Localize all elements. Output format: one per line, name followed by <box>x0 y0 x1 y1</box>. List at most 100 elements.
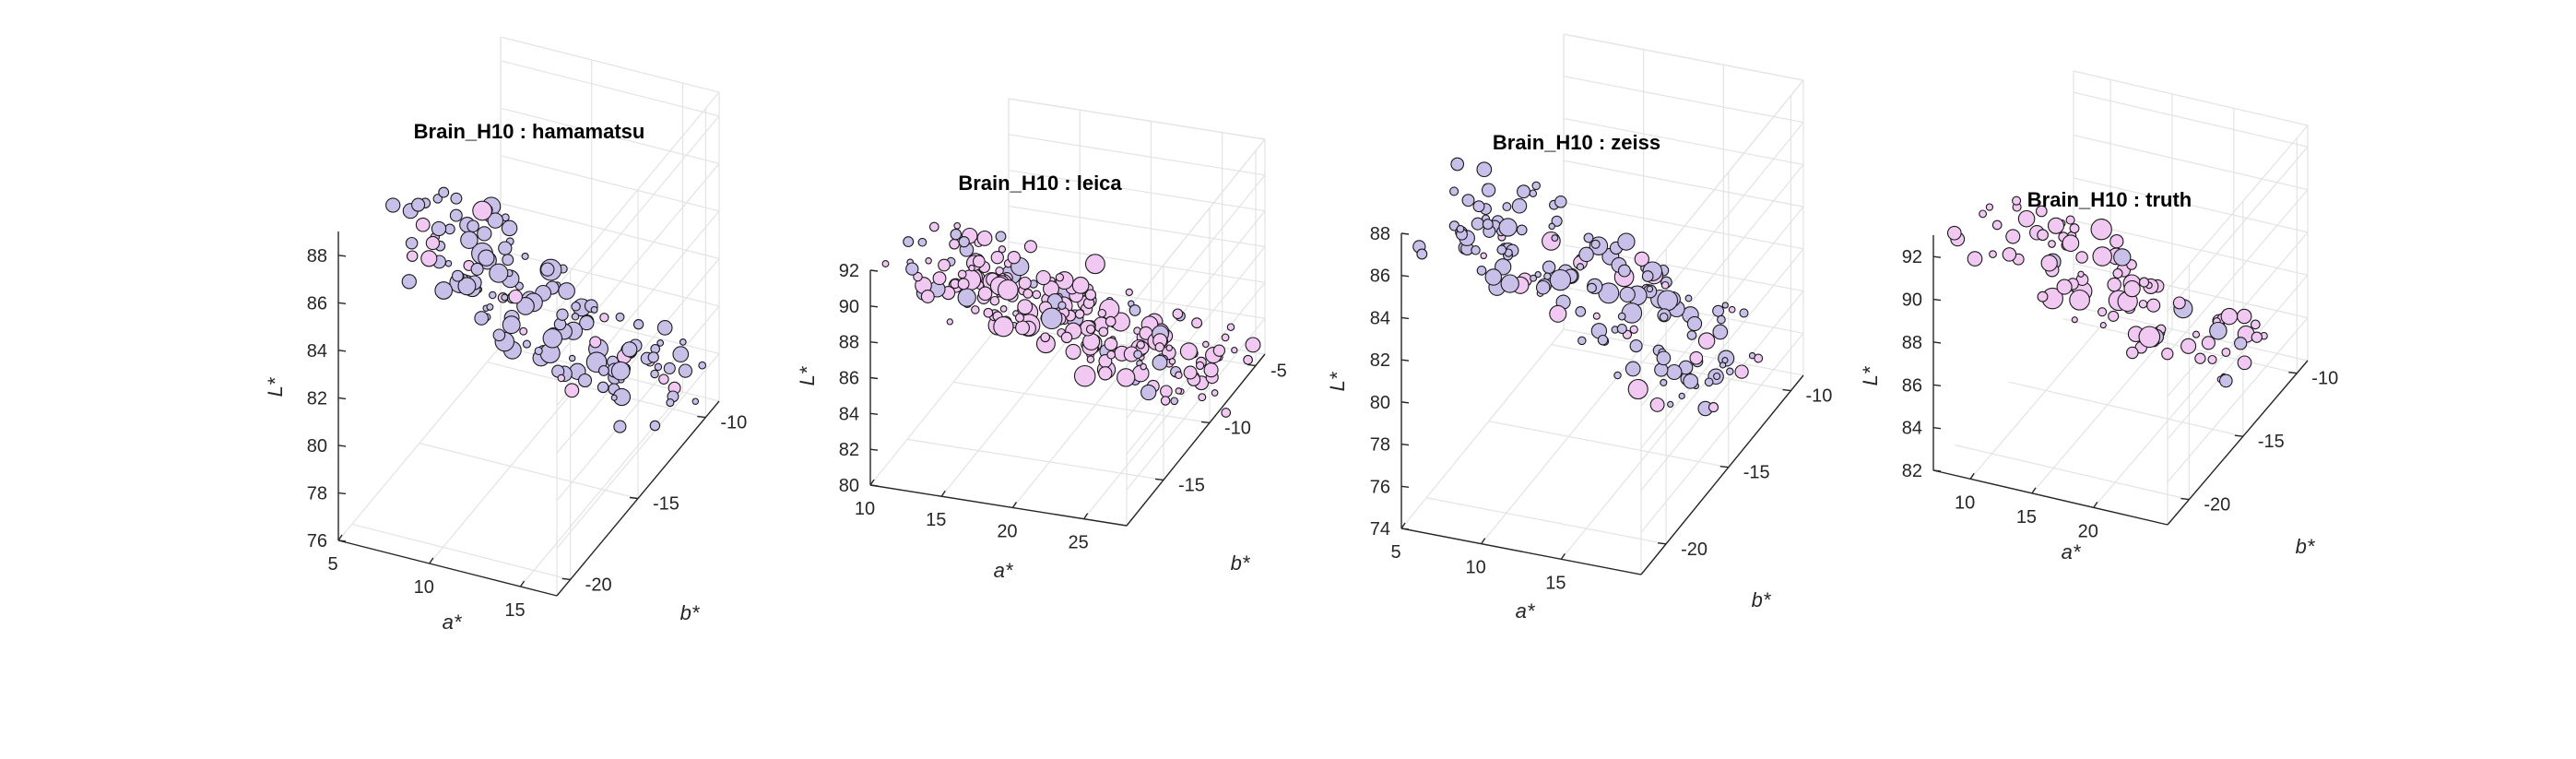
y-axis-line <box>2167 360 2309 526</box>
scatter-point <box>1617 232 1636 251</box>
scatter-point <box>1686 315 1703 332</box>
scatter-point <box>1712 324 1729 340</box>
scatter-point <box>650 369 659 379</box>
z-tick-label: 82 <box>1902 461 1922 481</box>
gridline-x <box>1560 359 1724 560</box>
scatter-point <box>1660 280 1670 290</box>
x-tick-mark <box>2093 501 2098 508</box>
scatter-point <box>1979 209 1988 219</box>
gridline-z <box>1126 210 1266 384</box>
scatter-point <box>2220 307 2239 326</box>
z-tick-mark <box>869 412 879 416</box>
z-tick-label: 74 <box>1370 519 1390 540</box>
z-tick-label: 88 <box>1370 224 1390 244</box>
scatter-point <box>1516 224 1528 236</box>
y-tick-label: -10 <box>2311 369 2338 389</box>
scatter-point <box>613 420 627 433</box>
z-tick-mark <box>1400 528 1410 530</box>
scatter-point <box>1617 264 1631 278</box>
scatter-point <box>2172 296 2186 310</box>
scatter-point <box>925 257 932 265</box>
scatter-point <box>1548 222 1555 231</box>
scatter-point <box>1721 302 1729 309</box>
scatter-point <box>2017 209 2036 228</box>
grid-lines <box>1400 33 1804 575</box>
box-edge <box>1008 98 1266 140</box>
z-tick-mark <box>337 540 347 542</box>
scatter-point <box>487 212 504 229</box>
x-tick-label: 15 <box>2016 507 2037 528</box>
scatter-point <box>2113 248 2132 267</box>
gridline-z <box>1563 117 1804 166</box>
scatter-point <box>501 219 518 237</box>
scatter-point <box>1106 350 1117 360</box>
scatter-point <box>1991 219 2003 231</box>
scatter-point <box>2123 279 2141 298</box>
z-axis-label: L* <box>264 376 287 397</box>
y-tick-label: -15 <box>2258 432 2285 452</box>
z-tick-mark <box>1932 298 1942 302</box>
y-tick-mark <box>2234 434 2243 437</box>
scatter-point <box>1040 332 1051 343</box>
x-tick-mark <box>519 580 526 587</box>
chart-title: Brain_H10 : zeiss <box>1493 131 1660 154</box>
scatter-point <box>1542 231 1561 251</box>
scatter-point <box>1646 285 1654 293</box>
z-tick-label: 76 <box>1370 477 1390 497</box>
scatter-point <box>568 354 576 362</box>
y-tick-mark <box>1719 465 1729 468</box>
scatter-point <box>2138 299 2148 309</box>
scatter-point <box>2209 321 2227 340</box>
scatter-point <box>1967 251 1983 267</box>
z-tick-mark <box>337 350 347 352</box>
scatter-point <box>1480 252 1487 260</box>
z-tick-label: 78 <box>1370 435 1390 456</box>
scatter-point <box>2048 240 2056 248</box>
scatter-point <box>2075 251 2088 264</box>
data-points <box>1946 196 2268 388</box>
scatter-point <box>534 346 543 356</box>
scatter-point <box>656 320 673 336</box>
y-axis-label: b* <box>2296 535 2316 558</box>
scatter-point <box>2069 289 2090 311</box>
scatter-point <box>1721 357 1729 364</box>
scatter-point <box>1704 377 1714 387</box>
x-tick-label: 10 <box>855 499 875 519</box>
z-axis-label: L* <box>796 365 819 385</box>
scatter-point <box>666 398 675 408</box>
tick-labels: 80 82 84 86 88 90 92 10 15 20 25 -15 -10 -5 <box>839 261 1287 553</box>
scatter-point <box>1133 350 1142 360</box>
x-tick-label: 5 <box>1390 542 1400 563</box>
z-tick-mark <box>1932 341 1942 344</box>
scatter-point <box>1140 384 1157 401</box>
gridline-z <box>2073 177 2309 233</box>
scatter-point <box>1154 342 1165 352</box>
y-axis-label: b* <box>1231 551 1251 575</box>
scatter-point <box>2207 354 2217 365</box>
scatter-point <box>1203 362 1219 378</box>
scatter-point <box>1105 315 1117 327</box>
scatter-point <box>1592 312 1601 320</box>
y-tick-mark <box>629 496 639 500</box>
scatter-point <box>1551 234 1559 243</box>
chart-title: Brain_H10 : truth <box>2027 188 2192 211</box>
scatter-point <box>957 288 976 307</box>
scatter-point <box>999 305 1008 313</box>
scatter-point <box>1243 354 1253 365</box>
scatter-point <box>1686 330 1697 340</box>
z-tick-label: 84 <box>1370 308 1390 328</box>
z-tick-label: 90 <box>839 297 859 317</box>
scatter-point <box>1058 301 1067 310</box>
scatter-point <box>1450 157 1465 172</box>
gridline-z <box>2073 263 2309 319</box>
scatter-point <box>654 362 663 372</box>
scatter-point <box>451 269 464 282</box>
gridline-z <box>1640 248 1804 449</box>
scatter-point <box>950 228 963 241</box>
scatter-point <box>946 318 953 326</box>
z-tick-label: 82 <box>839 440 859 460</box>
scatter-point <box>990 251 1004 265</box>
scatter-point <box>1530 274 1538 282</box>
scatter-point <box>457 277 477 296</box>
scatter-point <box>1554 196 1567 208</box>
